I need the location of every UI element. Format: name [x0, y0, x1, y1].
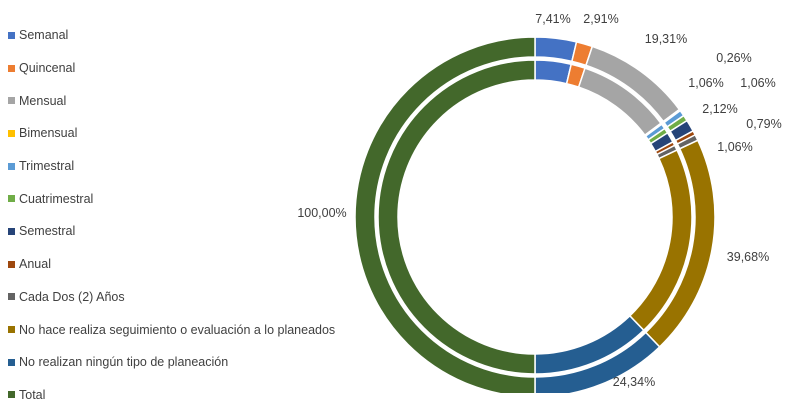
legend-item: Semanal	[8, 19, 335, 52]
data-label: 2,91%	[583, 12, 618, 26]
slice-inner-12	[377, 59, 536, 375]
legend-swatch	[8, 162, 15, 170]
legend-label: Mensual	[19, 93, 67, 108]
legend: Semanal Quincenal Mensual Bimensual Trimestr…	[8, 19, 335, 411]
legend-item: No realizan ningún tipo de planeación	[8, 346, 335, 379]
data-label: 2,12%	[702, 102, 737, 116]
slice-inner-1	[534, 59, 573, 85]
legend-swatch	[8, 260, 15, 268]
legend-label: Trimestral	[19, 159, 75, 174]
legend-label: Bimensual	[19, 126, 78, 141]
legend-item: Cuatrimestral	[8, 182, 335, 215]
legend-label: Anual	[19, 257, 51, 272]
legend-item: Cada Dos (2) Años	[8, 281, 335, 314]
slice-outer-12	[354, 36, 536, 393]
legend-swatch	[8, 97, 15, 105]
data-label: 7,41%	[535, 12, 570, 26]
data-labels-group: 7,41% 2,91%19,31%0,26%1,06% 1,06%2,12%0,79…	[297, 12, 781, 389]
data-label: 0,26%	[716, 51, 751, 65]
data-label: 39,68%	[727, 250, 769, 264]
legend-item: Anual	[8, 248, 335, 281]
legend-item: Quincenal	[8, 52, 335, 85]
data-label: 24,34%	[613, 375, 655, 389]
legend-swatch	[8, 195, 15, 203]
legend-label: Quincenal	[19, 61, 76, 76]
legend-item: Bimensual	[8, 117, 335, 150]
legend-item: Semestral	[8, 215, 335, 248]
legend-item: Mensual	[8, 84, 335, 117]
legend-item: Total	[8, 379, 335, 411]
legend-label: Semanal	[19, 28, 69, 43]
legend-swatch	[8, 326, 15, 334]
legend-swatch	[8, 129, 15, 137]
legend-label: No realizan ningún tipo de planeación	[19, 355, 229, 370]
legend-label: No hace realiza seguimiento o evaluación…	[19, 322, 336, 337]
legend-swatch	[8, 391, 15, 399]
legend-label: Cada Dos (2) Años	[19, 289, 125, 304]
data-label: 1,06%	[717, 140, 752, 154]
legend-label: Cuatrimestral	[19, 191, 94, 206]
data-label: 19,31%	[645, 32, 687, 46]
slice-outer-1	[534, 36, 578, 63]
doughnut-chart: 7,41% 2,91%19,31%0,26%1,06% 1,06%2,12%0,79…	[297, 12, 782, 393]
legend-label: Semestral	[19, 224, 76, 239]
data-label: 0,79%	[746, 117, 781, 131]
legend-swatch	[8, 31, 15, 39]
data-label: 1,06%	[688, 76, 723, 90]
legend-label: Total	[19, 387, 46, 402]
slices-group	[354, 36, 716, 393]
legend-item: Trimestral	[8, 150, 335, 183]
legend-item: No hace realiza seguimiento o evaluación…	[8, 313, 335, 346]
data-label: 100,00%	[297, 206, 346, 220]
data-label: 1,06%	[740, 76, 775, 90]
legend-swatch	[8, 293, 15, 301]
legend-swatch	[8, 358, 15, 366]
legend-swatch	[8, 227, 15, 235]
legend-swatch	[8, 64, 15, 72]
